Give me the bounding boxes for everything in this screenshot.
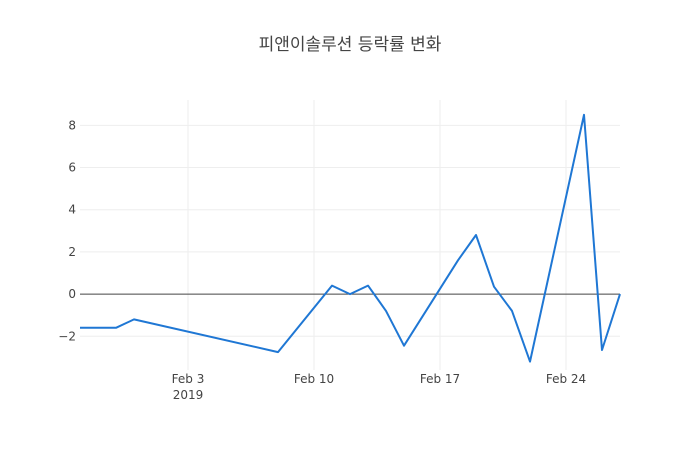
y-tick-label: 6 xyxy=(68,161,76,175)
y-tick-label: 8 xyxy=(68,118,76,132)
x-tick-sublabel: 2019 xyxy=(173,388,204,402)
y-tick-label: 4 xyxy=(68,203,76,217)
chart-title: 피앤이솔루션 등락률 변화 xyxy=(258,35,442,55)
y-axis: −2 0 2 4 6 8 xyxy=(58,118,76,343)
x-axis: Feb 3 2019 Feb 10 Feb 17 Feb 24 xyxy=(172,372,587,402)
y-tick-label: −2 xyxy=(58,329,76,343)
y-tick-label: 0 xyxy=(68,287,76,301)
x-tick-label: Feb 3 xyxy=(172,372,205,386)
series-group xyxy=(80,113,621,363)
y-tick-label: 2 xyxy=(68,245,76,259)
x-tick-label: Feb 10 xyxy=(294,372,334,386)
series-line xyxy=(80,113,621,363)
x-tick-label: Feb 24 xyxy=(546,372,586,386)
x-tick-label: Feb 17 xyxy=(420,372,460,386)
grid xyxy=(80,100,620,370)
